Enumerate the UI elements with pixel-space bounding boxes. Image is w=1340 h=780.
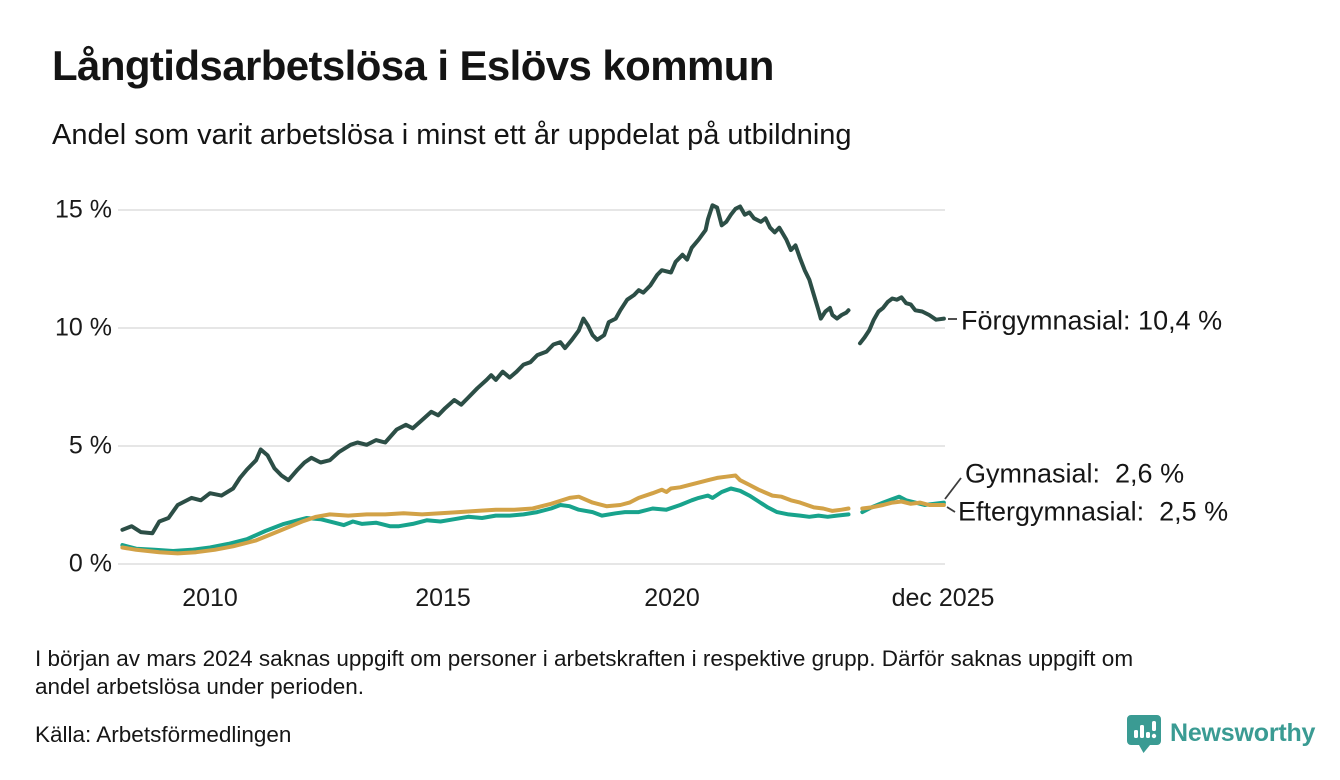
footnote-line-1: I början av mars 2024 saknas uppgift om … bbox=[35, 646, 1134, 671]
page-title: Långtidsarbetslösa i Eslövs kommun bbox=[52, 42, 774, 89]
chart-subtitle: Andel som varit arbetslösa i minst ett å… bbox=[52, 119, 852, 151]
x-axis-tick-2020: 2020 bbox=[644, 584, 700, 612]
footnote-line-2: andel arbetslösa under perioden. bbox=[35, 674, 364, 700]
footnote: I början av mars 2024 saknas uppgift om … bbox=[35, 645, 1133, 702]
y-axis-tick-5: 5 % bbox=[68, 431, 112, 460]
newsworthy-branding: Newsworthy bbox=[1126, 713, 1315, 753]
series-label-forgymnasial: Förgymnasial: 10,4 % bbox=[961, 305, 1223, 336]
bar-chart-speech-bubble-icon bbox=[1126, 713, 1162, 753]
x-axis-tick-2010: 2010 bbox=[182, 584, 238, 612]
x-axis-tick-2015: 2015 bbox=[415, 584, 471, 612]
y-axis-tick-15: 15 % bbox=[55, 195, 112, 224]
y-axis-tick-10: 10 % bbox=[55, 313, 112, 342]
series-label-gymnasial: Gymnasial: 2,6 % bbox=[965, 458, 1185, 489]
source-credit: Källa: Arbetsförmedlingen bbox=[35, 722, 292, 747]
y-axis-tick-0: 0 % bbox=[68, 549, 112, 578]
x-axis-tick-dec-2025: dec 2025 bbox=[891, 584, 995, 612]
series-label-eftergymnasial: Eftergymnasial: 2,5 % bbox=[958, 496, 1229, 527]
newsworthy-wordmark: Newsworthy bbox=[1170, 718, 1316, 747]
